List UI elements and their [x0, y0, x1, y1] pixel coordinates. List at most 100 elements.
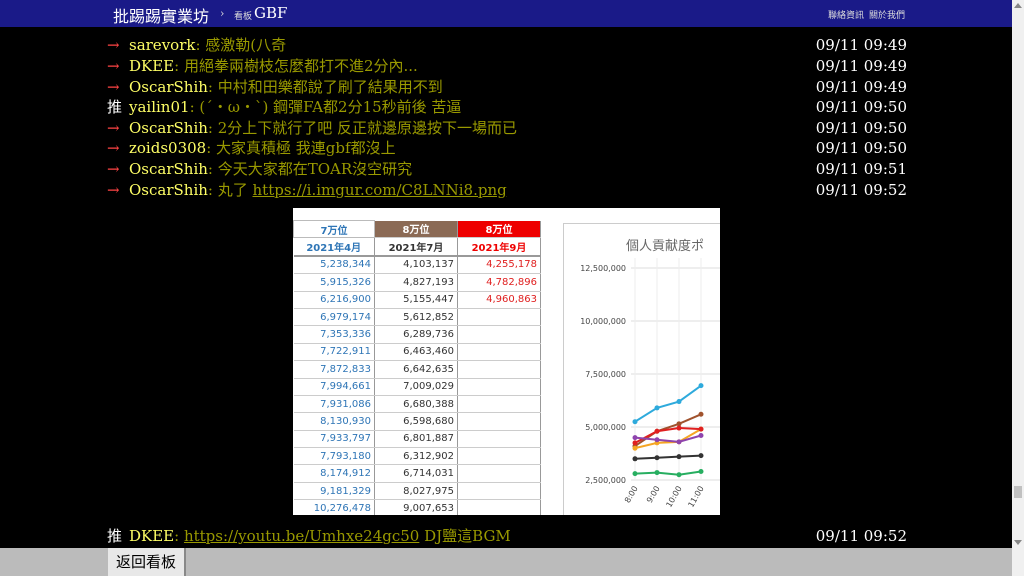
x-tick-label: 10:00: [664, 485, 683, 509]
site-title-link[interactable]: 批踢踢實業坊: [113, 7, 210, 26]
table-cell: [457, 482, 541, 501]
data-point: [676, 439, 682, 445]
table-cell: [457, 360, 541, 379]
scroll-down-icon[interactable]: [1014, 540, 1022, 545]
table-cell: 6,801,887: [374, 430, 458, 449]
data-point: [698, 411, 704, 417]
push-row: → zoids0308: 大家真積極 我連gbf都沒上 09/11 09:50: [107, 138, 907, 158]
push-tag: →: [107, 139, 120, 157]
scroll-thumb[interactable]: [1014, 486, 1022, 498]
y-tick-label: 12,500,000: [580, 264, 626, 273]
push-content: : 2分上下就行了吧 反正就邊原邊按下一場而已: [207, 119, 518, 137]
push-content: : 大家真積極 我連gbf都沒上: [206, 139, 396, 157]
push-time: 09/11 09:49: [815, 78, 907, 96]
x-axis-labels: 8:00 9:00 10:00 11:00: [623, 485, 706, 509]
image-preview[interactable]: 7万位 8万位 8万位 2021年4月 2021年7月 2021年9月 5,23…: [293, 208, 720, 515]
table-cell: 5,612,852: [374, 308, 458, 327]
data-point: [676, 425, 682, 431]
push-tag: →: [107, 78, 120, 96]
table-row: 7,793,180 6,312,902: [293, 447, 541, 466]
table-cell: 10,276,478: [293, 499, 375, 515]
push-row: 推 yailin01: (´・ω・`) 鋼彈FA都2分15秒前後 苦逼 09/11…: [107, 97, 907, 117]
data-point: [698, 426, 704, 432]
table-row: 7,931,086 6,680,388: [293, 395, 541, 414]
table-cell: [457, 308, 541, 327]
table-cell: 6,598,680: [374, 412, 458, 431]
push-row: → OscarShih: 2分上下就行了吧 反正就邊原邊按下一場而已 09/11 …: [107, 118, 907, 138]
scrollbar[interactable]: [1012, 0, 1024, 576]
push-time: 09/11 09:50: [815, 139, 907, 157]
push-content-prefix: : 丸了: [207, 181, 253, 199]
push-time: 09/11 09:50: [815, 119, 907, 137]
push-content: : 中村和田樂都說了刷了結果用不到: [207, 78, 443, 96]
bottom-bar: 返回看板: [0, 548, 1012, 576]
table-cell: 4,103,137: [374, 255, 458, 275]
data-point: [632, 419, 638, 425]
back-to-board-button[interactable]: 返回看板: [108, 548, 186, 576]
push-time: 09/11 09:52: [815, 181, 907, 199]
push-row: → sarevork: 感激勒(八奇 09/11 09:49: [107, 35, 907, 55]
breadcrumb-board-link[interactable]: GBF: [254, 4, 288, 22]
push-user: OscarShih: [129, 160, 208, 178]
table-body: 5,238,344 4,103,137 4,255,178 5,915,326 4,82…: [293, 255, 541, 515]
data-point: [632, 471, 638, 477]
data-point: [654, 437, 660, 443]
push-tag: 推: [107, 98, 123, 116]
push-time: 09/11 09:50: [815, 98, 907, 116]
push-content: : 今天大家都在TOAR沒空研究: [207, 160, 413, 178]
series-line: [634, 454, 702, 460]
data-point: [698, 469, 704, 475]
push-user: yailin01: [129, 98, 190, 116]
contact-link[interactable]: 聯絡資訊: [828, 11, 865, 21]
data-point: [654, 455, 660, 461]
ranking-table: 7万位 8万位 8万位 2021年4月 2021年7月 2021年9月 5,23…: [293, 219, 541, 515]
chart-title: 個人貢献度ポ: [626, 238, 704, 254]
table-header-row: 7万位 8万位 8万位: [293, 219, 541, 239]
table-cell: 4,827,193: [374, 273, 458, 292]
table-cell: [457, 412, 541, 431]
table-header-cell: 2021年7月: [374, 237, 458, 257]
push-user: DKEE: [129, 527, 175, 545]
data-point: [632, 435, 638, 441]
table-cell: 6,312,902: [374, 447, 458, 466]
table-cell: 7,872,833: [293, 360, 375, 379]
table-cell: 8,027,975: [374, 482, 458, 501]
push-tag: →: [107, 36, 120, 54]
scroll-up-icon[interactable]: [1014, 3, 1022, 8]
push-content-prefix: :: [174, 527, 184, 545]
x-tick-label: 9:00: [645, 485, 662, 505]
table-cell: [457, 325, 541, 344]
youtube-link[interactable]: https://youtu.be/Umhxe24gc50: [183, 527, 420, 545]
table-cell: 6,714,031: [374, 464, 458, 483]
push-time: 09/11 09:49: [815, 36, 907, 54]
table-cell: 5,155,447: [374, 291, 458, 309]
series-line: [634, 427, 702, 444]
table-cell: 6,979,174: [293, 308, 375, 327]
x-tick-label: 8:00: [623, 485, 640, 505]
table-cell: 4,782,896: [457, 273, 541, 292]
data-point: [654, 405, 660, 411]
imgur-link[interactable]: https://i.imgur.com/C8LNNi8.png: [252, 181, 507, 199]
table-header-cell: 7万位: [293, 219, 375, 239]
table-header-cell: 2021年4月: [293, 237, 375, 257]
push-user: OscarShih: [129, 181, 208, 199]
table-row: 8,174,912 6,714,031: [293, 464, 541, 483]
y-tick-label: 2,500,000: [585, 476, 626, 485]
breadcrumb-board-label: 看板: [234, 12, 253, 22]
data-point: [654, 470, 660, 476]
about-link[interactable]: 關於我們: [869, 11, 906, 21]
push-time: 09/11 09:52: [815, 527, 907, 545]
push-content-suffix: DJ鹽這BGM: [419, 527, 511, 545]
x-tick-label: 11:00: [686, 485, 705, 509]
series-line: [634, 470, 702, 476]
data-point: [676, 421, 682, 427]
table-row: 10,276,478 9,007,653: [293, 499, 541, 515]
table-cell: 6,289,736: [374, 325, 458, 344]
contribution-chart: 個人貢献度ポ 12,500,000 10,000,000 7,500,000 5,00…: [580, 238, 720, 509]
table-row: 7,994,661 7,009,029: [293, 378, 541, 396]
push-row: → OscarShih: 丸了 https://i.imgur.com/C8LNN…: [107, 180, 907, 200]
data-point: [676, 472, 682, 478]
y-tick-label: 7,500,000: [585, 370, 626, 379]
table-cell: 7,353,336: [293, 325, 375, 344]
table-cell: 7,933,797: [293, 430, 375, 449]
